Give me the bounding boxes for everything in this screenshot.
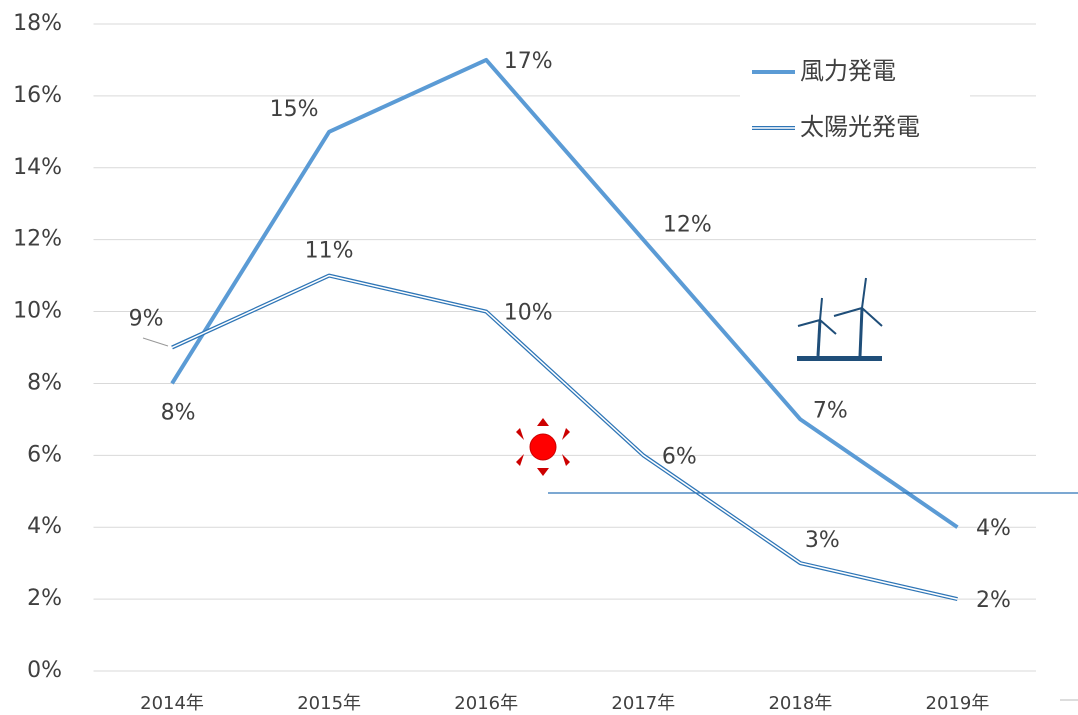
data-label: 2% xyxy=(976,588,1011,613)
data-label: 17% xyxy=(504,49,553,74)
x-tick-label: 2015年 xyxy=(297,693,361,714)
x-tick-label: 2014年 xyxy=(140,693,204,714)
data-label: 11% xyxy=(305,239,354,264)
legend-label: 太陽光発電 xyxy=(800,113,920,141)
data-label: 7% xyxy=(813,398,848,423)
legend-label: 風力発電 xyxy=(800,57,896,85)
y-tick-label: 12% xyxy=(13,227,62,252)
sun-icon xyxy=(516,418,570,476)
wind-turbine-icon xyxy=(797,277,883,361)
legend-box xyxy=(740,48,970,160)
y-tick-label: 6% xyxy=(27,442,62,467)
y-tick-label: 16% xyxy=(13,83,62,108)
x-tick-label: 2017年 xyxy=(611,693,675,714)
y-tick-label: 18% xyxy=(13,11,62,36)
y-tick-label: 0% xyxy=(27,658,62,683)
data-label: 10% xyxy=(504,301,553,326)
data-label: 8% xyxy=(161,400,196,425)
data-label: 9% xyxy=(129,307,164,332)
x-tick-label: 2019年 xyxy=(926,693,990,714)
y-tick-label: 14% xyxy=(13,155,62,180)
data-label: 4% xyxy=(976,516,1011,541)
data-label: 15% xyxy=(270,97,319,122)
x-tick-label: 2018年 xyxy=(768,693,832,714)
data-label: 12% xyxy=(663,213,712,238)
x-tick-label: 2016年 xyxy=(454,693,518,714)
data-label: 6% xyxy=(662,444,697,469)
y-tick-label: 10% xyxy=(13,299,62,324)
plot xyxy=(170,57,959,602)
y-tick-label: 4% xyxy=(27,514,62,539)
series-line xyxy=(170,57,959,529)
leader-line xyxy=(142,337,169,347)
y-tick-label: 8% xyxy=(27,370,62,395)
data-label: 3% xyxy=(805,528,840,553)
y-tick-label: 2% xyxy=(27,586,62,611)
legend: 風力発電 太陽光発電 xyxy=(740,48,970,160)
series-line-inner xyxy=(171,274,958,600)
